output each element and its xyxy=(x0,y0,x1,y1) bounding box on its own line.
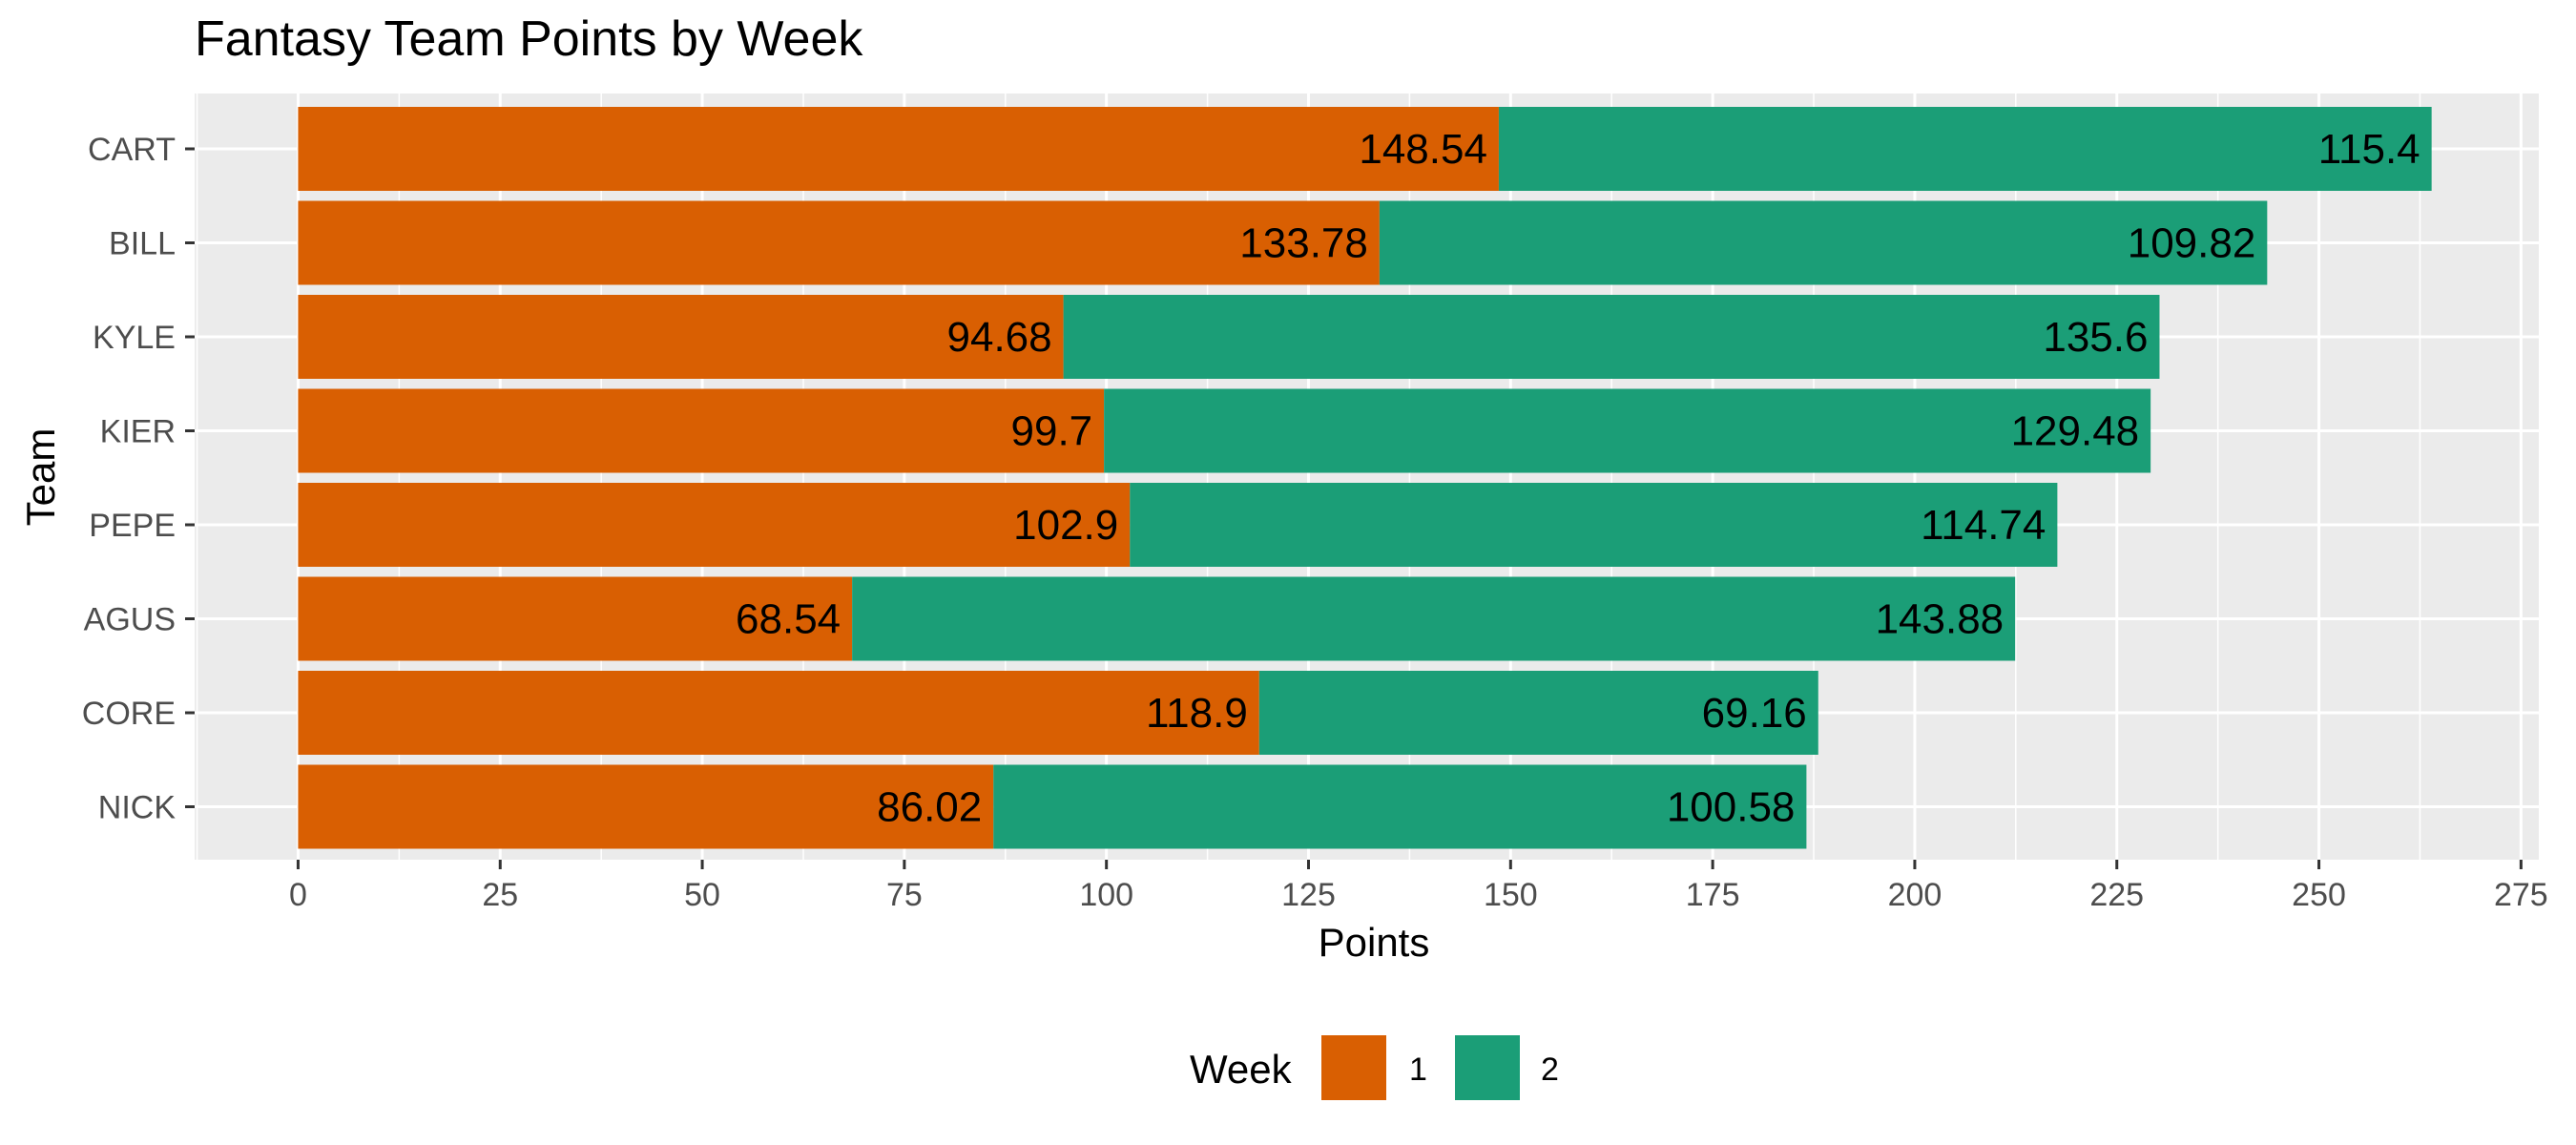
bar-cart-week-2 xyxy=(1498,107,2432,191)
bar-core-week-1 xyxy=(298,671,1259,755)
bar-label-nick-week-2: 100.58 xyxy=(1667,784,1796,831)
y-tick-label-kyle: KYLE xyxy=(93,320,176,356)
y-tick-label-bill: BILL xyxy=(109,226,176,262)
legend-label-week-1: 1 xyxy=(1409,1051,1427,1088)
bar-labels: 148.54 115.4 133.78 109.82 94.68 135.6 99.7 129… xyxy=(736,126,2420,831)
x-tick-label: 75 xyxy=(886,877,923,913)
x-tick-label: 275 xyxy=(2494,877,2548,913)
bar-agus-week-2 xyxy=(852,576,2016,661)
bar-pepe-week-2 xyxy=(1130,483,2058,567)
legend-label-week-2: 2 xyxy=(1541,1051,1559,1088)
legend: Week 1 2 xyxy=(1190,1035,1559,1100)
x-tick-label: 150 xyxy=(1484,877,1538,913)
x-tick-label: 200 xyxy=(1888,877,1942,913)
bar-kyle-week-1 xyxy=(298,295,1064,379)
y-tick-label-nick: NICK xyxy=(98,790,177,826)
chart-title: Fantasy Team Points by Week xyxy=(195,11,863,67)
bar-label-kier-week-2: 129.48 xyxy=(2011,408,2140,455)
y-tick-label-agus: AGUS xyxy=(84,602,176,638)
x-tick-label: 25 xyxy=(482,877,518,913)
y-tick-label-cart: CART xyxy=(88,132,176,168)
bar-label-core-week-1: 118.9 xyxy=(1146,690,1248,737)
bar-cart-week-1 xyxy=(298,107,1499,191)
x-axis: 0 25 50 75 100 125 150 175 200 225 250 275 xyxy=(289,860,2548,913)
x-tick-label: 0 xyxy=(289,877,307,913)
bar-label-kyle-week-1: 94.68 xyxy=(947,314,1052,361)
bar-label-nick-week-1: 86.02 xyxy=(877,784,982,831)
y-axis-title: Team xyxy=(18,428,63,527)
bar-label-kier-week-1: 99.7 xyxy=(1011,408,1093,455)
bar-kier-week-2 xyxy=(1104,388,2151,473)
bar-label-bill-week-1: 133.78 xyxy=(1239,220,1368,267)
bar-nick-week-2 xyxy=(993,764,1807,849)
bar-label-bill-week-2: 109.82 xyxy=(2128,220,2256,267)
legend-key-week-1 xyxy=(1321,1035,1386,1100)
x-tick-label: 225 xyxy=(2089,877,2144,913)
bar-core-week-2 xyxy=(1258,671,1818,755)
bar-label-core-week-2: 69.16 xyxy=(1702,690,1807,737)
bar-nick-week-1 xyxy=(298,764,994,849)
x-tick-label: 250 xyxy=(2292,877,2346,913)
bar-label-agus-week-2: 143.88 xyxy=(1876,596,2005,643)
bar-agus-week-1 xyxy=(298,576,853,661)
bar-kyle-week-2 xyxy=(1063,295,2160,379)
legend-key-week-2 xyxy=(1455,1035,1520,1100)
legend-title: Week xyxy=(1190,1047,1293,1092)
bars xyxy=(298,107,2432,849)
y-tick-label-core: CORE xyxy=(82,696,176,732)
y-tick-label-kier: KIER xyxy=(100,414,176,450)
bar-bill-week-2 xyxy=(1379,200,2268,285)
y-tick-label-pepe: PEPE xyxy=(89,508,176,544)
bar-kier-week-1 xyxy=(298,388,1105,473)
x-tick-label: 125 xyxy=(1281,877,1336,913)
x-axis-title: Points xyxy=(1319,920,1430,965)
bar-bill-week-1 xyxy=(298,200,1380,285)
x-tick-label: 100 xyxy=(1079,877,1133,913)
x-tick-label: 50 xyxy=(684,877,720,913)
bar-label-agus-week-1: 68.54 xyxy=(736,596,841,643)
bar-label-cart-week-2: 115.4 xyxy=(2318,126,2420,173)
x-tick-label: 175 xyxy=(1686,877,1740,913)
bar-label-pepe-week-2: 114.74 xyxy=(1921,502,2046,549)
bar-label-cart-week-1: 148.54 xyxy=(1359,126,1487,173)
bar-label-pepe-week-1: 102.9 xyxy=(1013,502,1118,549)
bar-pepe-week-1 xyxy=(298,483,1131,567)
y-axis: CART BILL KYLE KIER PEPE AGUS CORE NICK xyxy=(82,132,195,826)
bar-label-kyle-week-2: 135.6 xyxy=(2043,314,2148,361)
plot-panel: 148.54 115.4 133.78 109.82 94.68 135.6 99.7 129… xyxy=(195,94,2539,860)
